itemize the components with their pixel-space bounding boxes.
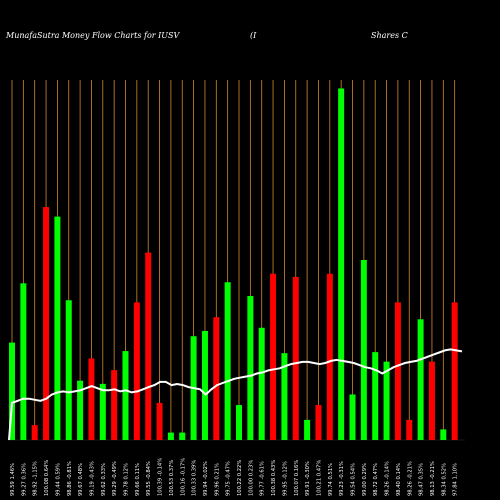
x-tick-label: 100.53 0.37% xyxy=(169,460,175,496)
money-flow-bar xyxy=(122,351,129,440)
x-tick-label: 99.62 0.33% xyxy=(101,463,107,496)
money-flow-bar xyxy=(9,342,15,440)
x-tick-label: 98.34 0.52% xyxy=(441,463,447,496)
x-tick-label: 99.54 0.54% xyxy=(351,463,357,496)
money-flow-bar xyxy=(406,419,413,440)
money-flow-bar xyxy=(338,88,345,441)
money-flow-bar xyxy=(31,425,38,440)
x-tick-label: 99.23 -0.31% xyxy=(339,461,345,496)
x-tick-label: 99.59 1.46% xyxy=(10,463,16,496)
x-tick-label: 99.75 -0.47% xyxy=(226,461,232,496)
price-line xyxy=(8,348,463,441)
x-tick-label: 100.21 0.47% xyxy=(316,460,322,496)
x-tick-label: 99.55 -0.84% xyxy=(146,461,152,496)
x-tick-label: 99.27 0.36% xyxy=(21,463,27,496)
money-flow-bar xyxy=(304,419,311,440)
x-tick-label: 99.00 0.29% xyxy=(362,463,368,496)
x-tick-label: 99.44 0.59% xyxy=(55,463,61,496)
money-flow-bar xyxy=(99,383,106,440)
money-flow-bar xyxy=(315,405,322,440)
x-tick-label: 100.07 0.16% xyxy=(294,460,300,496)
x-tick-label: 99.94 -0.02% xyxy=(203,461,209,496)
x-tick-label: 100.00 0.23% xyxy=(248,460,254,496)
money-flow-bar xyxy=(145,252,152,440)
x-tick-label: 100.38 0.43% xyxy=(271,460,277,496)
x-tick-label: 100.22 0.22% xyxy=(237,460,243,496)
money-flow-bar xyxy=(54,216,61,440)
x-tick-label: 98.72 0.47% xyxy=(373,463,379,496)
money-flow-bar xyxy=(417,319,424,440)
money-flow-bar xyxy=(43,207,50,440)
money-flow-bar xyxy=(201,330,208,440)
money-flow-bar xyxy=(167,432,174,440)
x-tick-label: 98.26 -0.14% xyxy=(385,461,391,496)
x-tick-label: 99.29 -0.49% xyxy=(112,461,118,496)
x-tick-label: 100.08 0.64% xyxy=(44,460,50,496)
money-flow-bar xyxy=(258,327,265,440)
money-flow-bar xyxy=(428,361,435,440)
money-flow-bar xyxy=(349,394,356,440)
money-flow-bar xyxy=(394,302,401,440)
money-flow-bar xyxy=(326,273,333,440)
x-tick-label: 99.67 0.48% xyxy=(78,463,84,496)
x-tick-label: 99.77 -0.61% xyxy=(260,461,266,496)
x-tick-label: 99.78 0.12% xyxy=(124,463,130,496)
money-flow-bar xyxy=(372,352,379,440)
x-tick-label: 100.33 0.39% xyxy=(192,460,198,496)
x-tick-label: 99.95 -0.12% xyxy=(282,461,288,496)
money-flow-bar xyxy=(247,296,254,440)
money-flow-bar xyxy=(383,361,390,440)
x-tick-label: 99.96 0.21% xyxy=(214,463,220,496)
chart-title: MunafaSutra Money Flow Charts for IUSV xyxy=(6,31,180,40)
money-flow-bar xyxy=(292,276,299,440)
x-tick-label: 98.26 -0.21% xyxy=(407,461,413,496)
money-flow-bar xyxy=(270,273,277,440)
x-tick-label: 99.91 -0.30% xyxy=(305,461,311,496)
money-flow-bar xyxy=(213,317,220,440)
money-flow-bar xyxy=(236,405,242,440)
money-flow-bar xyxy=(179,432,186,440)
x-tick-label: 99.74 0.51% xyxy=(328,463,334,496)
money-flow-bar xyxy=(88,358,95,440)
money-flow-bar xyxy=(65,300,72,440)
money-flow-bar xyxy=(451,302,458,440)
money-flow-bar xyxy=(111,370,118,440)
money-flow-bar xyxy=(156,402,163,440)
chart-subtitle-middle: (I xyxy=(250,31,257,40)
x-tick-label: 99.19 -0.43% xyxy=(89,461,95,496)
x-tick-label: 98.86 -0.81% xyxy=(67,461,73,496)
x-tick-label: 98.92 -1.15% xyxy=(33,461,39,496)
money-flow-bar xyxy=(133,302,140,440)
x-tick-label: 99.66 0.11% xyxy=(135,463,141,496)
x-tick-label: 97.84 1.10% xyxy=(453,463,459,496)
money-flow-bar xyxy=(77,380,84,440)
x-tick-label: 98.13 -0.21% xyxy=(430,461,436,496)
money-flow-bar xyxy=(360,260,367,440)
chart-subtitle-right: Shares C xyxy=(371,31,408,40)
money-flow-bar xyxy=(224,282,231,440)
x-tick-label: 100.16 -0.17% xyxy=(180,458,186,496)
x-tick-label: 98.40 0.14% xyxy=(396,463,402,496)
x-tick-label: 98.47 0.35% xyxy=(419,463,425,496)
money-flow-bar xyxy=(281,353,288,440)
money-flow-bar xyxy=(440,429,447,440)
x-tick-label: 100.39 -0.14% xyxy=(158,458,164,496)
money-flow-bar xyxy=(20,283,27,440)
